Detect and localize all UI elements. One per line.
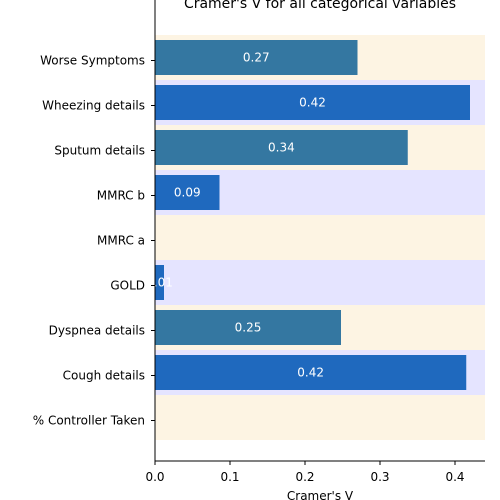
bar-value-label: 0.09 [174,186,201,200]
bar-labels: 0.27 0.42 0.34 0.09 0.01 0.25 0.42 [146,51,326,380]
bar-value-label: 0.25 [235,321,262,335]
y-tick-label: MMRC a [97,234,145,248]
row-band-controller-taken [155,395,485,440]
x-tick-label: 0.4 [445,470,464,484]
bar-wheezing-details [155,85,470,120]
y-tick-label: Worse Symptoms [40,54,145,68]
y-tick-label: MMRC b [97,189,145,203]
axes [154,0,485,462]
bar-sputum-details [155,130,408,165]
bar-cough-details [155,355,467,390]
y-tick-label: GOLD [110,279,145,293]
bar-value-label: 0.42 [297,366,324,380]
row-band-mmrc-a [155,215,485,260]
bar-value-label: 0.42 [299,96,326,110]
y-tick-label: Cough details [63,369,145,383]
x-tick-label: 0.2 [295,470,314,484]
x-tick-label: 0.1 [220,470,239,484]
y-tick-label: % Controller Taken [33,414,145,428]
bar-worse-symptoms [155,40,358,75]
chart-title: Cramer's V for all categorical variables [184,0,456,12]
bar-mmrc-b [155,175,220,210]
x-ticks: 0.0 0.1 0.2 0.3 0.4 [145,461,465,484]
bar-value-label: 0.34 [268,141,295,155]
bar-value-label: 0.01 [146,276,173,290]
row-band-gold [155,260,485,305]
bar-dyspnea-details [155,310,341,345]
y-tick-label: Sputum details [54,144,145,158]
y-ticks: Worse Symptoms Wheezing details Sputum det… [33,54,155,428]
bars [155,40,470,390]
x-tick-label: 0.0 [145,470,164,484]
bar-value-label: 0.27 [243,51,270,65]
x-tick-label: 0.3 [370,470,389,484]
y-tick-label: Dyspnea details [49,324,145,338]
y-tick-label: Wheezing details [42,99,145,113]
x-axis-label: Cramer's V [287,489,354,500]
bar-gold [155,265,164,300]
